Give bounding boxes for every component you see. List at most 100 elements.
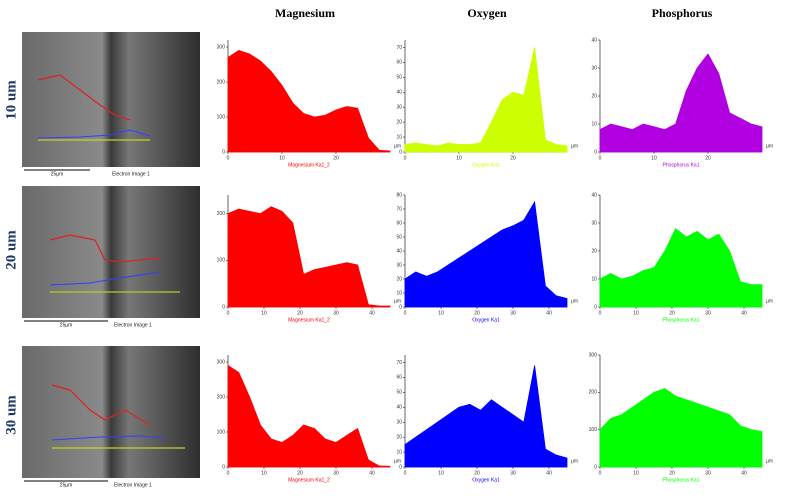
x-unit: µm [394, 298, 401, 304]
x-tick-label: 20 [297, 310, 303, 316]
y-tick-label: 200 [589, 390, 598, 396]
y-tick-label: 50 [396, 390, 402, 396]
x-tick-label: 10 [438, 310, 444, 316]
y-tick-label: 40 [591, 192, 597, 198]
scale-label: 25µm [60, 482, 73, 488]
x-tick-label: 0 [227, 155, 230, 161]
y-tick-label: 70 [396, 45, 402, 51]
sem-image: 25µm Electron Image 1 [22, 346, 200, 488]
x-tick-label: 10 [651, 155, 657, 161]
y-tick-label: 100 [589, 427, 598, 433]
sem-image: 25µm Electron Image 1 [22, 32, 200, 177]
x-tick-label: 0 [404, 470, 407, 476]
y-tick-label: 200 [217, 394, 226, 400]
x-unit: µm [766, 298, 773, 304]
y-tick-label: 100 [217, 258, 226, 264]
y-tick-label: 300 [217, 44, 226, 50]
row-label: 10 um [3, 80, 19, 120]
y-tick-label: 300 [217, 359, 226, 365]
image-caption: Electron Image 1 [112, 171, 150, 177]
y-tick-label: 0 [399, 464, 402, 470]
profile-area [404, 200, 568, 308]
y-tick-label: 60 [396, 60, 402, 66]
x-tick-label: 10 [456, 155, 462, 161]
y-tick-label: 30 [396, 420, 402, 426]
y-tick-label: 10 [396, 449, 402, 455]
y-tick-label: 20 [591, 248, 597, 254]
y-tick-label: 30 [591, 220, 597, 226]
x-tick-label: 0 [599, 470, 602, 476]
y-tick-label: 60 [396, 375, 402, 381]
y-tick-label: 10 [591, 276, 597, 282]
x-axis-label: Magnesium Ka1_2 [288, 477, 330, 483]
x-unit: µm [766, 143, 773, 149]
y-tick-label: 0 [594, 304, 597, 310]
x-tick-label: 20 [669, 470, 675, 476]
x-unit: µm [571, 298, 578, 304]
x-tick-label: 20 [510, 155, 516, 161]
profile-area [227, 50, 391, 153]
x-tick-label: 40 [546, 310, 552, 316]
profile-area [404, 365, 568, 468]
x-axis-label: Oxygen Ka1 [472, 317, 500, 323]
y-tick-label: 80 [396, 192, 402, 198]
x-tick-label: 0 [599, 155, 602, 161]
x-tick-label: 20 [474, 310, 480, 316]
image-caption: Electron Image 1 [114, 482, 152, 488]
x-tick-label: 0 [227, 470, 230, 476]
x-unit: µm [766, 458, 773, 464]
x-tick-label: 30 [510, 310, 516, 316]
x-tick-label: 30 [705, 310, 711, 316]
y-tick-label: 70 [396, 360, 402, 366]
x-axis-label: Oxygen Ka1 [472, 477, 500, 483]
y-tick-label: 20 [591, 93, 597, 99]
column-header: Phosphorus [652, 6, 713, 20]
y-tick-label: 0 [594, 464, 597, 470]
x-tick-label: 0 [404, 155, 407, 161]
scale-label: 25µm [60, 322, 73, 328]
x-tick-label: 40 [741, 310, 747, 316]
row-label: 30 um [3, 395, 19, 435]
x-axis-label: Phosphorus Ka1 [663, 317, 700, 323]
profile-area [227, 364, 391, 468]
x-tick-label: 10 [279, 155, 285, 161]
y-tick-label: 40 [591, 37, 597, 43]
column-header: Oxygen [467, 6, 507, 20]
x-tick-label: 10 [261, 310, 267, 316]
y-tick-label: 200 [217, 79, 226, 85]
x-tick-label: 10 [438, 470, 444, 476]
y-tick-label: 70 [396, 206, 402, 212]
x-unit: µm [394, 143, 401, 149]
y-tick-label: 300 [589, 352, 598, 358]
y-tick-label: 0 [399, 304, 402, 310]
x-tick-label: 30 [333, 470, 339, 476]
profile-area [599, 227, 763, 308]
sem-image: 25µm Electron Image 1 [22, 186, 200, 328]
scale-label: 25µm [51, 171, 64, 177]
x-tick-label: 20 [705, 155, 711, 161]
y-tick-label: 40 [396, 405, 402, 411]
x-tick-label: 10 [633, 310, 639, 316]
x-tick-label: 0 [599, 310, 602, 316]
y-tick-label: 100 [217, 429, 226, 435]
x-tick-label: 30 [705, 470, 711, 476]
x-tick-label: 30 [510, 470, 516, 476]
x-tick-label: 10 [633, 470, 639, 476]
x-tick-label: 10 [261, 470, 267, 476]
profile-area [599, 388, 763, 468]
y-tick-label: 30 [396, 262, 402, 268]
x-tick-label: 40 [546, 470, 552, 476]
y-tick-label: 0 [222, 304, 225, 310]
x-tick-label: 0 [227, 310, 230, 316]
column-header: Magnesium [275, 6, 335, 20]
x-unit: µm [394, 458, 401, 464]
y-tick-label: 60 [396, 220, 402, 226]
x-axis-label: Magnesium Ka1_2 [288, 162, 330, 168]
profile-area [404, 47, 568, 153]
y-tick-label: 20 [396, 119, 402, 125]
y-tick-label: 0 [222, 149, 225, 155]
x-unit: µm [571, 458, 578, 464]
x-tick-label: 20 [474, 470, 480, 476]
y-tick-label: 100 [217, 114, 226, 120]
